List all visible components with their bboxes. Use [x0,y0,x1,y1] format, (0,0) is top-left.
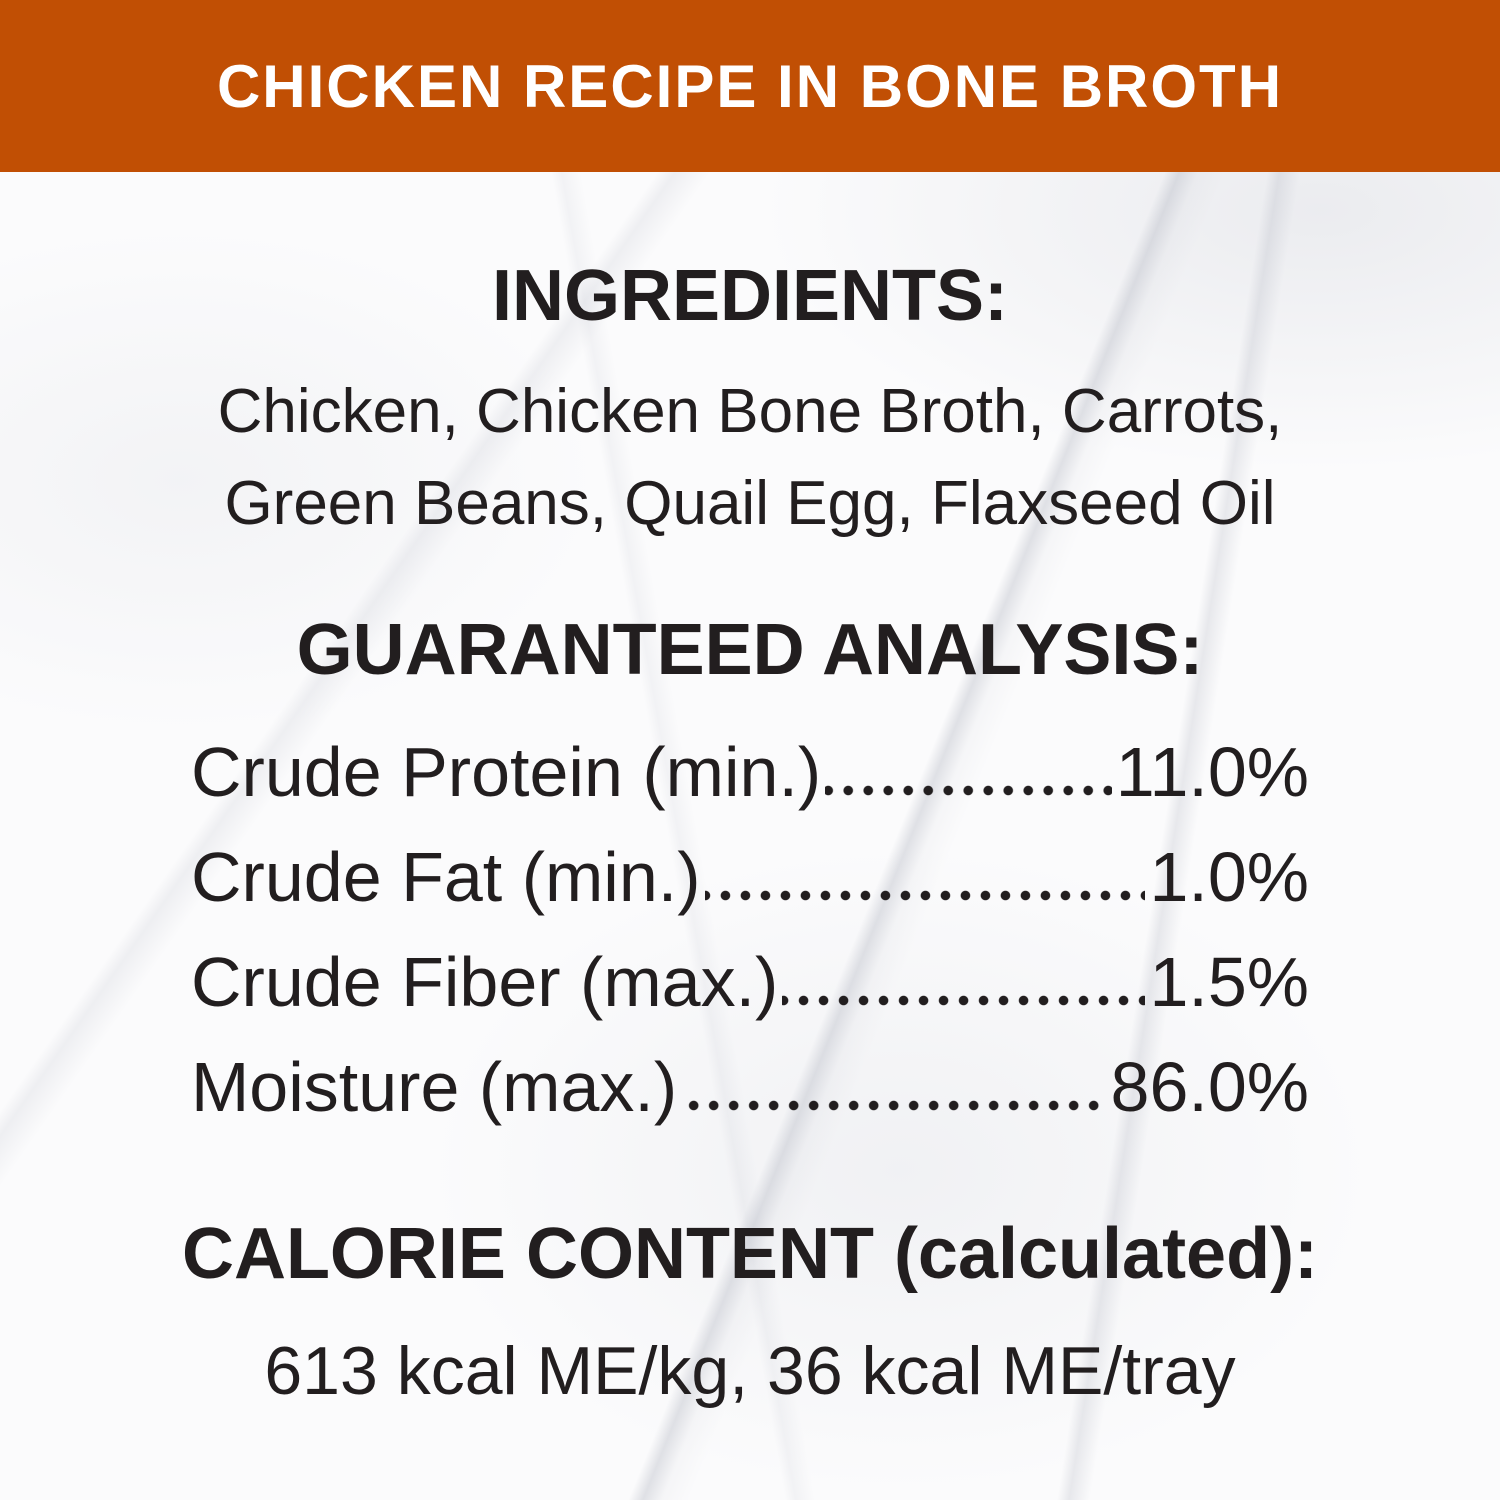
leader-dots [825,785,1112,796]
analysis-row-label: Crude Fiber (max.) [191,943,779,1021]
analysis-row-value: 1.0% [1149,838,1309,916]
leader-dots [704,890,1146,901]
ingredients-section: INGREDIENTS: Chicken, Chicken Bone Broth… [0,260,1500,550]
calorie-content-heading: CALORIE CONTENT (calculated): [181,1214,1319,1294]
calorie-content-values: 613 kcal ME/kg, 36 kcal ME/tray [264,1333,1236,1409]
leader-dots [782,995,1146,1006]
product-banner: CHICKEN RECIPE IN BONE BROTH [0,0,1500,172]
label-body: INGREDIENTS: Chicken, Chicken Bone Broth… [0,260,1500,1410]
analysis-row-value: 1.5% [1149,943,1309,1021]
ingredients-line-1: Chicken, Chicken Bone Broth, Carrots, [217,377,1283,446]
analysis-row-crude-protein: Crude Protein (min.) 11.0% [191,732,1309,837]
analysis-row-crude-fat: Crude Fat (min.) 1.0% [191,837,1309,942]
guaranteed-analysis-section: GUARANTEED ANALYSIS: Crude Protein (min.… [0,614,1500,1152]
leader-dots [681,1100,1107,1111]
analysis-row-crude-fiber: Crude Fiber (max.) 1.5% [191,942,1309,1047]
ingredients-text: Chicken, Chicken Bone Broth, Carrots, Gr… [0,366,1500,550]
analysis-row-value: 11.0% [1115,733,1309,811]
analysis-row-label: Crude Protein (min.) [191,733,822,811]
calorie-content-section: CALORIE CONTENT (calculated): 613 kcal M… [0,1218,1500,1410]
analysis-row-moisture: Moisture (max.) 86.0% [191,1047,1309,1152]
product-title: CHICKEN RECIPE IN BONE BROTH [216,52,1284,120]
ingredients-heading: INGREDIENTS: [491,256,1009,336]
ingredients-line-2: Green Beans, Quail Egg, Flaxseed Oil [224,469,1276,538]
analysis-row-label: Crude Fat (min.) [191,838,701,916]
analysis-row-label: Moisture (max.) [191,1048,678,1126]
analysis-row-value: 86.0% [1110,1048,1309,1126]
guaranteed-analysis-heading: GUARANTEED ANALYSIS: [296,610,1204,690]
analysis-rows: Crude Protein (min.) 11.0% Crude Fat (mi… [191,732,1309,1152]
